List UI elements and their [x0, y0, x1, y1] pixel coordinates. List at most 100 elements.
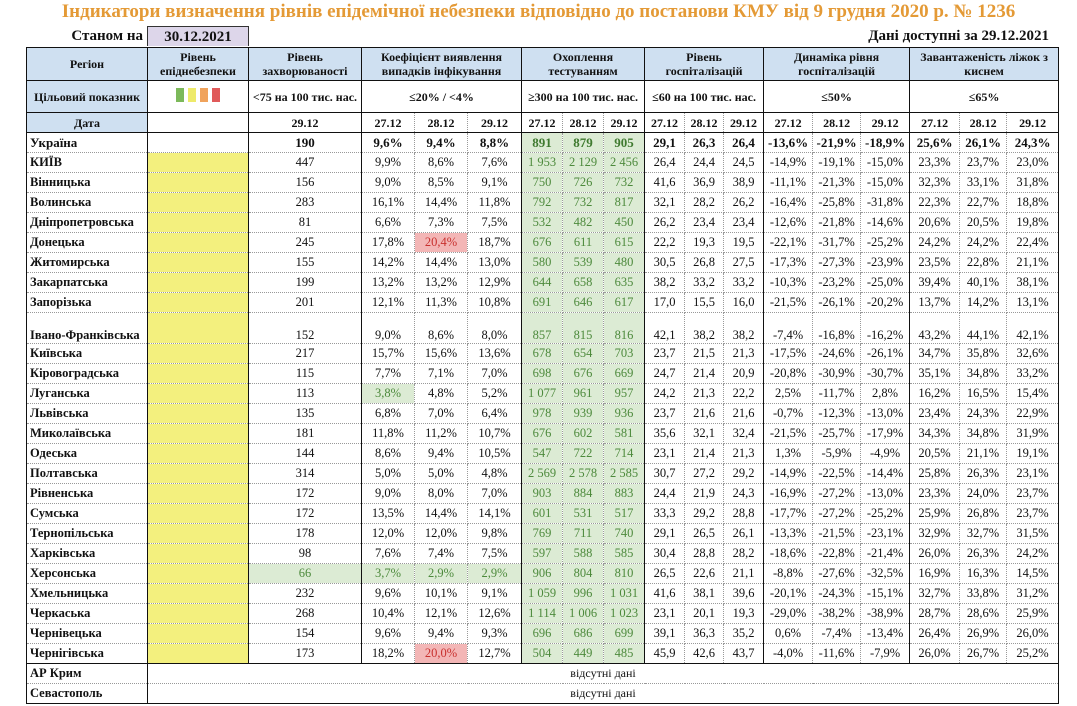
beds-value: 14,5%	[1006, 563, 1060, 584]
coef-value: 12,6%	[467, 603, 522, 624]
hosp-value: 26,4	[644, 152, 686, 173]
coef-value: 5,0%	[361, 463, 415, 484]
dyn-value: -23,1%	[860, 523, 911, 544]
hosp-value: 26,2	[644, 212, 686, 233]
hosp-value: 24,2	[644, 383, 686, 404]
legend-yellow-swatch	[188, 88, 196, 102]
dyn-value: -23,2%	[812, 272, 862, 293]
hosp-value: 19,3	[723, 603, 765, 624]
coef-value: 8,0%	[467, 312, 522, 344]
beds-value: 34,3%	[909, 423, 961, 444]
hosp-value: 20,9	[723, 363, 765, 384]
epidemic-level	[147, 523, 249, 544]
testing-value: 792	[521, 192, 563, 213]
beds-value: 32,9%	[909, 523, 961, 544]
dyn-date-header: 29.12	[860, 112, 911, 133]
hosp-value: 20,1	[684, 603, 725, 624]
dyn-value: -27,6%	[812, 563, 862, 584]
testing-value: 686	[562, 623, 604, 644]
beds-value: 39,4%	[909, 272, 961, 293]
coef-date-header: 28.12	[414, 112, 468, 133]
epidemic-level	[147, 623, 249, 644]
beds-value: 28,7%	[909, 603, 961, 624]
dyn-value: -13,3%	[763, 523, 814, 544]
beds-date-header: 28.12	[959, 112, 1008, 133]
dyn-value: -7,4%	[812, 623, 862, 644]
header-dyn: Динаміка рівня госпіталізацій	[763, 47, 911, 81]
dyn-value: -12,6%	[763, 212, 814, 233]
coef-value: 9,8%	[467, 523, 522, 544]
table-row: Запорізька 201 12,1% 11,3% 10,8% 691 646 617 17,…	[26, 292, 1060, 313]
beds-value: 18,8%	[1006, 192, 1060, 213]
beds-value: 21,1%	[1006, 252, 1060, 273]
region-name: Хмельницька	[26, 583, 148, 604]
beds-value: 25,6%	[909, 132, 961, 153]
beds-value: 31,5%	[1006, 523, 1060, 544]
coef-value: 4,8%	[467, 463, 522, 484]
dyn-value: -32,5%	[860, 563, 911, 584]
incidence-value: 283	[248, 192, 362, 213]
beds-value: 32,6%	[1006, 343, 1060, 364]
dyn-value: 2,5%	[763, 383, 814, 404]
incidence-value: 172	[248, 483, 362, 504]
dyn-value: -13,6%	[763, 132, 814, 153]
coef-value: 9,6%	[361, 623, 415, 644]
testing-value: 504	[521, 643, 563, 664]
incidence-value: 268	[248, 603, 362, 624]
beds-value: 34,8%	[959, 423, 1008, 444]
coef-value: 11,3%	[414, 292, 468, 313]
testing-value: 732	[562, 192, 604, 213]
incidence-value: 144	[248, 443, 362, 464]
coef-value: 14,4%	[414, 192, 468, 213]
epidemic-level	[147, 423, 249, 444]
coef-value: 9,0%	[361, 312, 415, 344]
testing-value: 654	[562, 343, 604, 364]
testing-value: 740	[602, 523, 646, 544]
hosp-value: 32,1	[644, 192, 686, 213]
beds-value: 22,4%	[1006, 232, 1060, 253]
dyn-value: -17,3%	[763, 252, 814, 273]
testing-value: 547	[521, 443, 563, 464]
beds-value: 23,7%	[959, 152, 1008, 173]
beds-value: 23,3%	[909, 152, 961, 173]
table-row: Черкаська 268 10,4% 12,1% 12,6% 1 114 1 006 1 0…	[26, 603, 1060, 624]
target-beds: ≤65%	[909, 80, 1060, 113]
testing-value: 615	[602, 232, 646, 253]
header-incidence: Рівень захворюваності	[248, 47, 362, 81]
region-name: КИЇВ	[26, 152, 148, 173]
region-name: Луганська	[26, 383, 148, 404]
dyn-value: -14,4%	[860, 463, 911, 484]
hosp-value: 38,2	[644, 272, 686, 293]
hosp-value: 30,4	[644, 543, 686, 564]
table-row: Дніпропетровська 81 6,6% 7,3% 7,5% 532 482 450 2…	[26, 212, 1060, 233]
dyn-value: -16,4%	[763, 192, 814, 213]
hosp-value: 39,1	[644, 623, 686, 644]
incidence-value: 232	[248, 583, 362, 604]
coef-value: 9,4%	[414, 443, 468, 464]
hosp-value: 21,4	[684, 363, 725, 384]
testing-value: 696	[521, 623, 563, 644]
coef-value: 7,3%	[414, 212, 468, 233]
dyn-value: -20,2%	[860, 292, 911, 313]
beds-value: 26,0%	[909, 643, 961, 664]
dyn-value: -22,5%	[812, 463, 862, 484]
hosp-value: 16,0	[723, 292, 765, 313]
testing-value: 957	[602, 383, 646, 404]
epidemic-level	[147, 212, 249, 233]
coef-value: 5,0%	[414, 463, 468, 484]
coef-value: 16,1%	[361, 192, 415, 213]
hosp-value: 23,7	[644, 343, 686, 364]
beds-value: 22,9%	[1006, 403, 1060, 424]
dyn-value: -21,5%	[763, 292, 814, 313]
coef-value: 6,8%	[361, 403, 415, 424]
hosp-value: 26,8	[684, 252, 725, 273]
beds-value: 14,2%	[959, 292, 1008, 313]
region-name: Севастополь	[26, 683, 148, 704]
region-name: Черкаська	[26, 603, 148, 624]
beds-value: 26,0%	[909, 543, 961, 564]
table-row-ukraine: Україна 190 9,6% 9,4% 8,8% 891 879 905 29,1 26,3 2…	[26, 132, 1060, 153]
beds-value: 31,8%	[1006, 172, 1060, 193]
beds-value: 24,0%	[959, 483, 1008, 504]
beds-value: 26,9%	[959, 623, 1008, 644]
hosp-value: 22,2	[644, 232, 686, 253]
